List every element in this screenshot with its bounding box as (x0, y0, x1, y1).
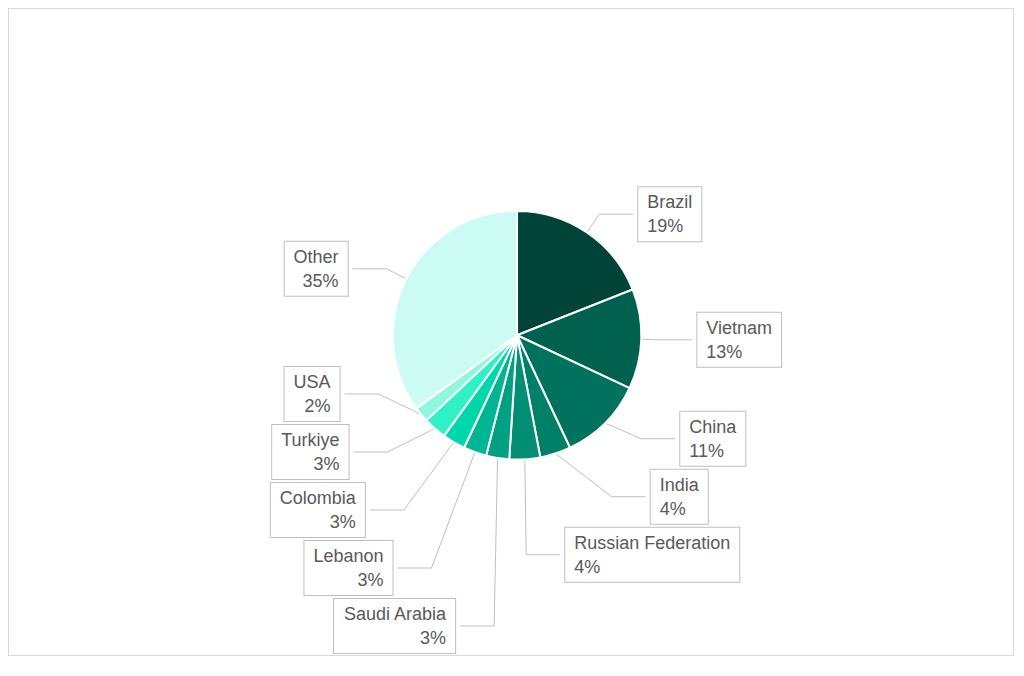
svg-text:4%: 4% (574, 557, 600, 577)
svg-text:19%: 19% (647, 216, 683, 236)
svg-text:Other: Other (294, 247, 339, 267)
svg-text:Russian Federation: Russian Federation (574, 533, 730, 553)
svg-text:11%: 11% (689, 441, 724, 461)
svg-text:USA: USA (294, 372, 331, 392)
svg-text:3%: 3% (420, 628, 446, 648)
svg-text:4%: 4% (660, 499, 686, 519)
svg-text:3%: 3% (358, 570, 384, 590)
svg-text:China: China (689, 417, 737, 437)
svg-text:India: India (660, 475, 700, 495)
svg-text:3%: 3% (330, 512, 356, 532)
svg-text:Brazil: Brazil (647, 192, 692, 212)
svg-text:13%: 13% (706, 342, 742, 362)
svg-text:2%: 2% (305, 396, 331, 416)
svg-text:3%: 3% (314, 454, 340, 474)
svg-text:35%: 35% (303, 271, 339, 291)
svg-text:Saudi Arabia: Saudi Arabia (344, 604, 447, 624)
svg-text:Turkiye: Turkiye (281, 430, 339, 450)
svg-text:Vietnam: Vietnam (706, 318, 772, 338)
svg-text:Colombia: Colombia (280, 488, 357, 508)
svg-text:Lebanon: Lebanon (313, 546, 383, 566)
